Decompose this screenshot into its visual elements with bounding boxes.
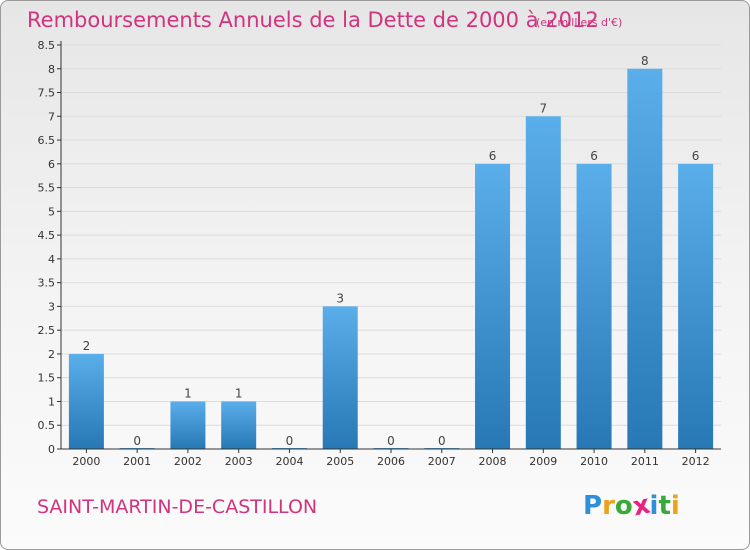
y-tick-label: 8 (48, 63, 55, 76)
y-tick-label: 1 (48, 395, 55, 408)
y-tick-label: 3 (48, 300, 55, 313)
y-tick-label: 0.5 (38, 419, 56, 432)
x-tick-label: 2008 (479, 455, 507, 468)
y-tick-label: 5.5 (38, 182, 56, 195)
bar-2000 (68, 353, 104, 449)
commune-name: SAINT-MARTIN-DE-CASTILLON (37, 496, 318, 518)
y-tick-label: 2.5 (38, 324, 56, 337)
bar-series (68, 68, 714, 449)
y-tick-label: 0 (48, 443, 55, 456)
y-tick-label: 6 (48, 158, 55, 171)
y-tick-label: 4 (48, 253, 55, 266)
logo-letter: i (649, 491, 659, 521)
x-tick-label: 2011 (631, 455, 659, 468)
chart-title: Remboursements Annuels de la Dette de 20… (27, 8, 599, 32)
x-tick-label: 2006 (377, 455, 405, 468)
y-tick-label: 8.5 (38, 39, 56, 52)
bar-2011 (627, 68, 663, 449)
y-tick-label: 5 (48, 205, 55, 218)
bar-2010 (576, 163, 612, 449)
data-label: 0 (286, 434, 294, 448)
data-label: 1 (184, 386, 192, 400)
x-tick-label: 2004 (275, 455, 303, 468)
data-label: 6 (489, 149, 497, 163)
x-tick-label: 2005 (326, 455, 354, 468)
bar-2012 (678, 163, 714, 449)
bar-2005 (322, 306, 358, 449)
chart-unit-note: (en milliers d'€) (536, 16, 623, 29)
data-label: 7 (539, 101, 547, 115)
x-tick-label: 2007 (428, 455, 456, 468)
x-tick-label: 2010 (580, 455, 608, 468)
x-tick-label: 2003 (225, 455, 253, 468)
y-tick-label: 6.5 (38, 134, 56, 147)
data-label: 0 (438, 434, 446, 448)
y-tick-label: 7 (48, 110, 55, 123)
logo-letter: o (614, 491, 633, 521)
bar-2009 (525, 116, 561, 449)
x-tick-label: 2002 (174, 455, 202, 468)
y-tick-label: 1.5 (38, 372, 56, 385)
logo-letter: P (583, 491, 603, 521)
x-tick-label: 2009 (529, 455, 557, 468)
data-label: 6 (590, 149, 598, 163)
data-label: 0 (387, 434, 395, 448)
logo-letter: t (658, 491, 671, 521)
y-tick-label: 2 (48, 348, 55, 361)
y-tick-label: 3.5 (38, 277, 56, 290)
bar-2003 (221, 401, 257, 449)
data-label: 2 (83, 339, 91, 353)
data-label: 3 (336, 291, 344, 305)
bar-2002 (170, 401, 206, 449)
x-tick-label: 2000 (72, 455, 100, 468)
axes: 00.511.522.533.544.555.566.577.588.52000… (38, 39, 721, 468)
x-tick-label: 2012 (682, 455, 710, 468)
x-tick-label: 2001 (123, 455, 151, 468)
data-label: 1 (235, 386, 243, 400)
y-tick-label: 4.5 (38, 229, 56, 242)
logo-letter: r (602, 491, 615, 521)
data-label: 6 (692, 149, 700, 163)
data-label: 8 (641, 54, 649, 68)
proxiti-logo: Proxiti (583, 490, 680, 523)
data-labels: 2 0 1 1 0 3 0 0 6 7 6 8 6 (83, 54, 700, 448)
bar-2008 (475, 163, 511, 449)
logo-letter: i (670, 491, 680, 521)
data-label: 0 (133, 434, 141, 448)
grid-lines (61, 44, 721, 450)
y-tick-label: 7.5 (38, 87, 56, 100)
